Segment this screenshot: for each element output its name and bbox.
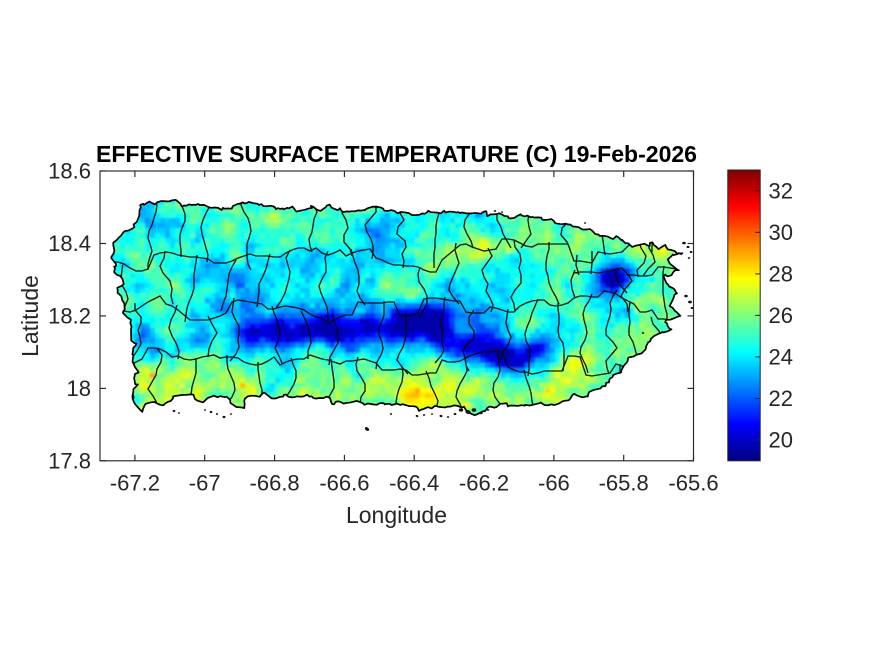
svg-text:30: 30 bbox=[769, 220, 793, 245]
svg-text:-66.8: -66.8 bbox=[250, 471, 300, 496]
svg-text:-66.4: -66.4 bbox=[389, 471, 439, 496]
svg-text:-65.8: -65.8 bbox=[599, 471, 649, 496]
svg-text:20: 20 bbox=[769, 428, 793, 453]
svg-text:-66: -66 bbox=[538, 471, 570, 496]
svg-text:-67: -67 bbox=[189, 471, 221, 496]
svg-text:24: 24 bbox=[769, 345, 793, 370]
svg-text:-66.6: -66.6 bbox=[319, 471, 369, 496]
svg-text:26: 26 bbox=[769, 303, 793, 328]
svg-text:Latitude: Latitude bbox=[17, 275, 43, 357]
svg-text:17.8: 17.8 bbox=[48, 448, 91, 473]
svg-text:Longitude: Longitude bbox=[346, 502, 447, 528]
svg-text:-65.6: -65.6 bbox=[668, 471, 718, 496]
svg-text:EFFECTIVE SURFACE TEMPERATURE: EFFECTIVE SURFACE TEMPERATURE (C) 19-Feb… bbox=[96, 141, 697, 167]
svg-text:28: 28 bbox=[769, 262, 793, 287]
svg-text:-66.2: -66.2 bbox=[459, 471, 509, 496]
svg-text:32: 32 bbox=[769, 178, 793, 203]
svg-text:18: 18 bbox=[67, 376, 91, 401]
svg-text:-67.2: -67.2 bbox=[110, 471, 160, 496]
svg-text:22: 22 bbox=[769, 386, 793, 411]
svg-text:18.4: 18.4 bbox=[48, 231, 91, 256]
svg-text:18.2: 18.2 bbox=[48, 304, 91, 329]
svg-text:18.6: 18.6 bbox=[48, 159, 91, 184]
